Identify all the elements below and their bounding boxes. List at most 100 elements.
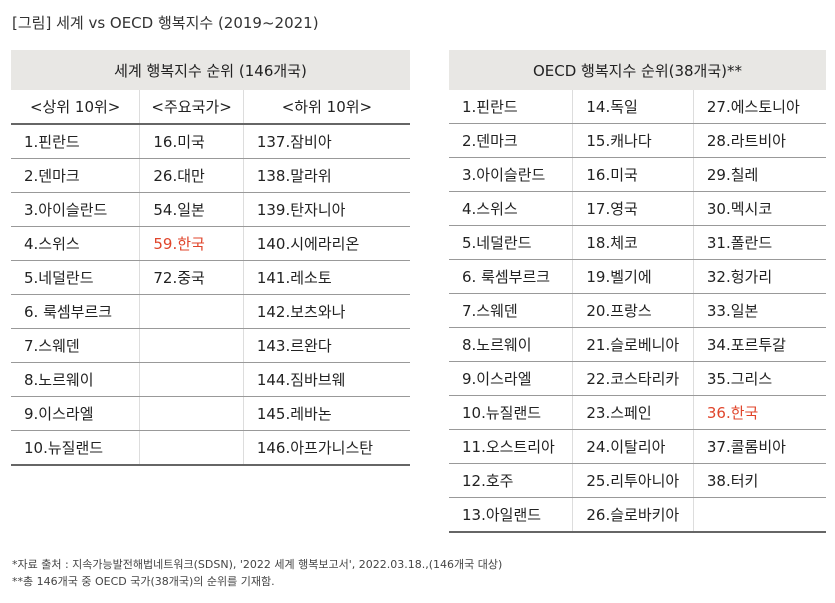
table-cell: 2.덴마크	[449, 123, 573, 158]
table-row: 13.아일랜드 26.슬로바키아	[449, 497, 826, 533]
table-cell: 5.네덜란드	[11, 260, 140, 295]
table-cell: 4.스위스	[11, 226, 140, 261]
table-cell: 137.잠비아	[242, 124, 410, 159]
table-cell: 26.대만	[139, 158, 244, 193]
table-cell: 6. 룩셈부르크	[449, 259, 573, 294]
table-cell: 138.말라위	[242, 158, 410, 193]
table-row: 12.호주 25.리투아니아 38.터키	[449, 463, 826, 498]
table-cell: 29.칠레	[692, 157, 826, 192]
table-cell: 30.멕시코	[692, 191, 826, 226]
table-cell	[139, 362, 244, 397]
table-cell: 11.오스트리아	[449, 429, 573, 464]
table-cell: 4.스위스	[449, 191, 573, 226]
table-cell: 23.스페인	[572, 395, 694, 430]
table-cell: 31.폴란드	[692, 225, 826, 260]
table-cell: 36.한국	[692, 395, 826, 430]
table-cell: 8.노르웨이	[449, 327, 573, 362]
table-cell: 59.한국	[139, 226, 244, 261]
table-cell: 20.프랑스	[572, 293, 694, 328]
table-cell: 10.뉴질랜드	[449, 395, 573, 430]
table-cell: 10.뉴질랜드	[11, 430, 140, 466]
table-cell: 25.리투아니아	[572, 463, 694, 498]
table-cell: 142.보츠와나	[242, 294, 410, 329]
table-row: 2.덴마크 15.캐나다 28.라트비아	[449, 123, 826, 158]
table-cell	[139, 294, 244, 329]
table-cell: 27.에스토니아	[692, 90, 826, 124]
table-row: 3.아이슬란드 16.미국 29.칠레	[449, 157, 826, 192]
table-cell: 14.독일	[572, 90, 694, 124]
table-cell: 19.벨기에	[572, 259, 694, 294]
world-table-header: 세계 행복지수 순위 (146개국)	[11, 50, 410, 90]
table-row: 4.스위스 59.한국 140.시에라리온	[11, 226, 410, 261]
table-cell: 26.슬로바키아	[572, 497, 694, 533]
column-header: <주요국가>	[139, 90, 244, 125]
table-row: 9.이스라엘 22.코스타리카 35.그리스	[449, 361, 826, 396]
table-cell: 16.미국	[572, 157, 694, 192]
table-row: 7.스웨덴 20.프랑스 33.일본	[449, 293, 826, 328]
table-cell: 5.네덜란드	[449, 225, 573, 260]
table-cell: 1.핀란드	[11, 124, 140, 159]
table-cell: 13.아일랜드	[449, 497, 573, 533]
table-cell: 24.이탈리아	[572, 429, 694, 464]
table-cell: 33.일본	[692, 293, 826, 328]
table-cell: 28.라트비아	[692, 123, 826, 158]
table-row: 5.네덜란드 72.중국 141.레소토	[11, 260, 410, 295]
table-cell: 54.일본	[139, 192, 244, 227]
table-cell: 12.호주	[449, 463, 573, 498]
table-row: 6. 룩셈부르크 19.벨기에 32.헝가리	[449, 259, 826, 294]
table-cell: 32.헝가리	[692, 259, 826, 294]
table-cell: 3.아이슬란드	[449, 157, 573, 192]
table-cell: 3.아이슬란드	[11, 192, 140, 227]
table-cell: 37.콜롬비아	[692, 429, 826, 464]
table-row: 5.네덜란드 18.체코 31.폴란드	[449, 225, 826, 260]
table-cell: 145.레바논	[242, 396, 410, 431]
table-cell	[139, 430, 244, 466]
column-header: <하위 10위>	[242, 90, 410, 125]
table-row: 10.뉴질랜드 23.스페인 36.한국	[449, 395, 826, 430]
table-cell: 9.이스라엘	[11, 396, 140, 431]
table-cell: 1.핀란드	[449, 90, 573, 124]
table-row: 4.스위스 17.영국 30.멕시코	[449, 191, 826, 226]
table-cell: 146.아프가니스탄	[242, 430, 410, 466]
table-cell	[139, 396, 244, 431]
table-row: 8.노르웨이 21.슬로베니아 34.포르투갈	[449, 327, 826, 362]
table-cell: 2.덴마크	[11, 158, 140, 193]
table-cell: 18.체코	[572, 225, 694, 260]
table-cell: 21.슬로베니아	[572, 327, 694, 362]
table-row: 7.스웨덴 143.르완다	[11, 328, 410, 363]
table-row: 9.이스라엘 145.레바논	[11, 396, 410, 431]
table-cell: 139.탄자니아	[242, 192, 410, 227]
footnote-source: *자료 출처 : 지속가능발전해법네트워크(SDSN), '2022 세계 행복…	[12, 558, 503, 571]
table-cell: 9.이스라엘	[449, 361, 573, 396]
column-header: <상위 10위>	[11, 90, 140, 125]
table-cell: 72.중국	[139, 260, 244, 295]
table-cell: 17.영국	[572, 191, 694, 226]
table-cell: 38.터키	[692, 463, 826, 498]
table-row: 8.노르웨이 144.짐바브웨	[11, 362, 410, 397]
table-cell: 144.짐바브웨	[242, 362, 410, 397]
table-cell: 34.포르투갈	[692, 327, 826, 362]
figure-title: [그림] 세계 vs OECD 행복지수 (2019~2021)	[12, 14, 319, 32]
table-cell: 141.레소토	[242, 260, 410, 295]
table-cell: 8.노르웨이	[11, 362, 140, 397]
table-cell	[139, 328, 244, 363]
footnote-oecd: **총 146개국 중 OECD 국가(38개국)의 순위를 기재함.	[12, 575, 275, 588]
table-row: 1.핀란드 16.미국 137.잠비아	[11, 124, 410, 159]
table-cell	[692, 497, 826, 533]
table-cell: 22.코스타리카	[572, 361, 694, 396]
table-cell: 140.시에라리온	[242, 226, 410, 261]
table-row: 6. 룩셈부르크 142.보츠와나	[11, 294, 410, 329]
oecd-table-header: OECD 행복지수 순위(38개국)**	[449, 50, 826, 90]
table-cell: 6. 룩셈부르크	[11, 294, 140, 329]
table-cell: 15.캐나다	[572, 123, 694, 158]
table-cell: 7.스웨덴	[11, 328, 140, 363]
world-ranking-table: 세계 행복지수 순위 (146개국) <상위 10위> <주요국가> <하위 10위…	[11, 50, 410, 466]
table-row: 11.오스트리아 24.이탈리아 37.콜롬비아	[449, 429, 826, 464]
table-row: 10.뉴질랜드 146.아프가니스탄	[11, 430, 410, 466]
table-cell: 7.스웨덴	[449, 293, 573, 328]
table-row: 3.아이슬란드 54.일본 139.탄자니아	[11, 192, 410, 227]
table-cell: 35.그리스	[692, 361, 826, 396]
table-cell: 16.미국	[139, 124, 244, 159]
world-column-headers: <상위 10위> <주요국가> <하위 10위>	[11, 90, 410, 125]
table-row: 1.핀란드 14.독일 27.에스토니아	[449, 90, 826, 124]
